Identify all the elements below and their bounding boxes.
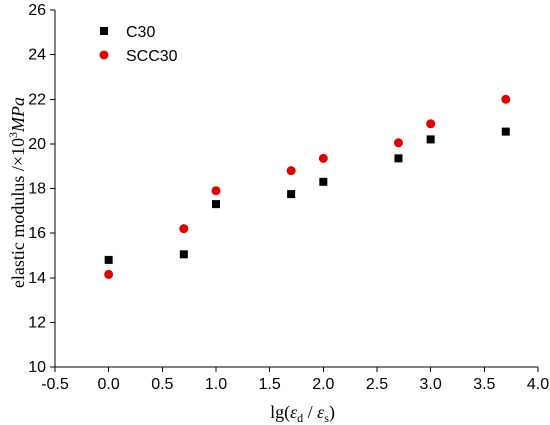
y-tick-label: 18: [28, 181, 46, 198]
x-axis-title-part: /: [303, 402, 317, 422]
data-point-scc30: [104, 269, 114, 279]
x-axis-title-part: s: [324, 411, 329, 425]
series-scc30: [104, 94, 511, 279]
y-tick-label: 26: [28, 2, 46, 19]
legend-marker-scc30: [99, 50, 109, 60]
data-point-scc30: [286, 166, 296, 176]
x-tick-label: 0.5: [151, 376, 173, 393]
x-axis-title-part: lg(: [270, 402, 290, 423]
x-axis-title: lg(εd / εs): [270, 402, 335, 425]
x-tick-label: -0.5: [41, 376, 69, 393]
x-axis-title-part: d: [297, 411, 303, 425]
y-axis-title-part: elastic modulus /×10: [8, 138, 28, 288]
y-axis-title-part: MPa: [8, 97, 28, 133]
x-tick-label: 4.0: [527, 376, 549, 393]
legend: C30 SCC30: [99, 24, 178, 65]
y-tick-label: 14: [28, 270, 46, 287]
x-tick-label: 1.5: [259, 376, 281, 393]
data-point-c30: [426, 135, 435, 144]
x-tick-label: 3.5: [473, 376, 495, 393]
data-point-scc30: [393, 138, 403, 148]
x-tick-label: 2.5: [366, 376, 388, 393]
y-tick-label: 22: [28, 91, 46, 108]
data-point-scc30: [318, 153, 328, 163]
data-point-scc30: [426, 119, 436, 129]
data-point-c30: [212, 200, 220, 209]
x-tick-label: 1.0: [205, 376, 227, 393]
data-point-scc30: [179, 224, 189, 234]
legend-marker-c30: [100, 27, 108, 35]
legend-label-c30: C30: [126, 24, 155, 41]
data-point-c30: [179, 250, 188, 259]
y-tick-label: 16: [28, 225, 46, 242]
y-tick-label: 10: [28, 359, 46, 376]
data-point-c30: [319, 177, 328, 186]
legend-label-scc30: SCC30: [126, 48, 178, 65]
x-tick-label: 2.0: [312, 376, 334, 393]
x-axis-title-part: ε: [317, 402, 325, 422]
y-tick-label: 12: [28, 314, 46, 331]
y-axis-title-part: 3: [6, 132, 20, 138]
y-tick-label: 24: [28, 47, 46, 64]
data-point-c30: [394, 154, 403, 163]
x-axis-title-part: ε: [290, 402, 298, 422]
x-tick-label: 0.0: [98, 376, 120, 393]
y-axis-title: elastic modulus /×103MPa: [6, 97, 28, 288]
y-tick-label: 20: [28, 136, 46, 153]
data-point-c30: [104, 255, 113, 264]
x-axis-title-part: ): [329, 402, 335, 423]
x-tick-label: 3.0: [420, 376, 442, 393]
data-point-c30: [501, 127, 510, 136]
data-point-scc30: [211, 186, 221, 196]
series-c30: [104, 127, 510, 264]
data-point-scc30: [501, 94, 511, 104]
data-point-c30: [287, 190, 296, 199]
